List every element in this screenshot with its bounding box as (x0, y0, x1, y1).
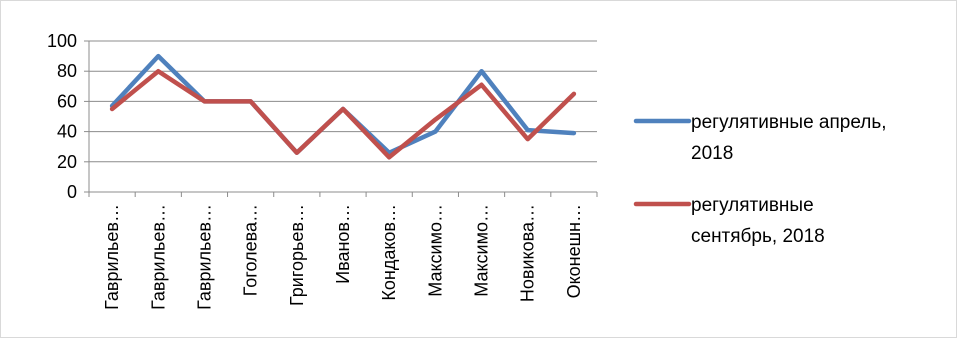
x-tick-label: Гаврильев… (148, 204, 168, 310)
x-tick-label: Максимо… (472, 204, 492, 297)
x-tick-label: Новикова… (518, 204, 538, 302)
y-tick-label: 40 (57, 122, 77, 142)
series-line-1 (112, 56, 574, 153)
x-tick-label: Иванов… (333, 204, 353, 284)
x-tick-label: Гаврильев… (194, 204, 214, 310)
y-tick-label: 60 (57, 91, 77, 111)
y-tick-labels: 0 20 40 60 80 100 (47, 31, 77, 202)
legend-label: регулятивные (691, 195, 814, 216)
series-line-2 (112, 71, 574, 157)
x-tick-label: Григорьев… (287, 204, 307, 306)
legend-label: 2018 (691, 143, 733, 164)
y-tick-label: 20 (57, 152, 77, 172)
legend: регулятивные апрель, 2018 регулятивные сент… (636, 112, 887, 247)
legend-label: сентябрь, 2018 (691, 226, 825, 247)
y-tick-label: 100 (47, 31, 77, 51)
x-tick-labels: Гаврильев… Гаврильев… Гаврильев… Гоголева… Г… (102, 204, 584, 310)
legend-label: регулятивные апрель, (691, 112, 887, 133)
x-tick-label: Гоголева… (241, 204, 261, 296)
x-tick-label: Кондаков… (379, 204, 399, 301)
gridlines (89, 41, 597, 162)
y-tick-label: 80 (57, 61, 77, 81)
x-tick-label: Гаврильев… (102, 204, 122, 310)
x-tick-label: Оконешн… (564, 204, 584, 298)
y-tick-label: 0 (67, 182, 77, 202)
x-tick-label: Максимо… (425, 204, 445, 297)
